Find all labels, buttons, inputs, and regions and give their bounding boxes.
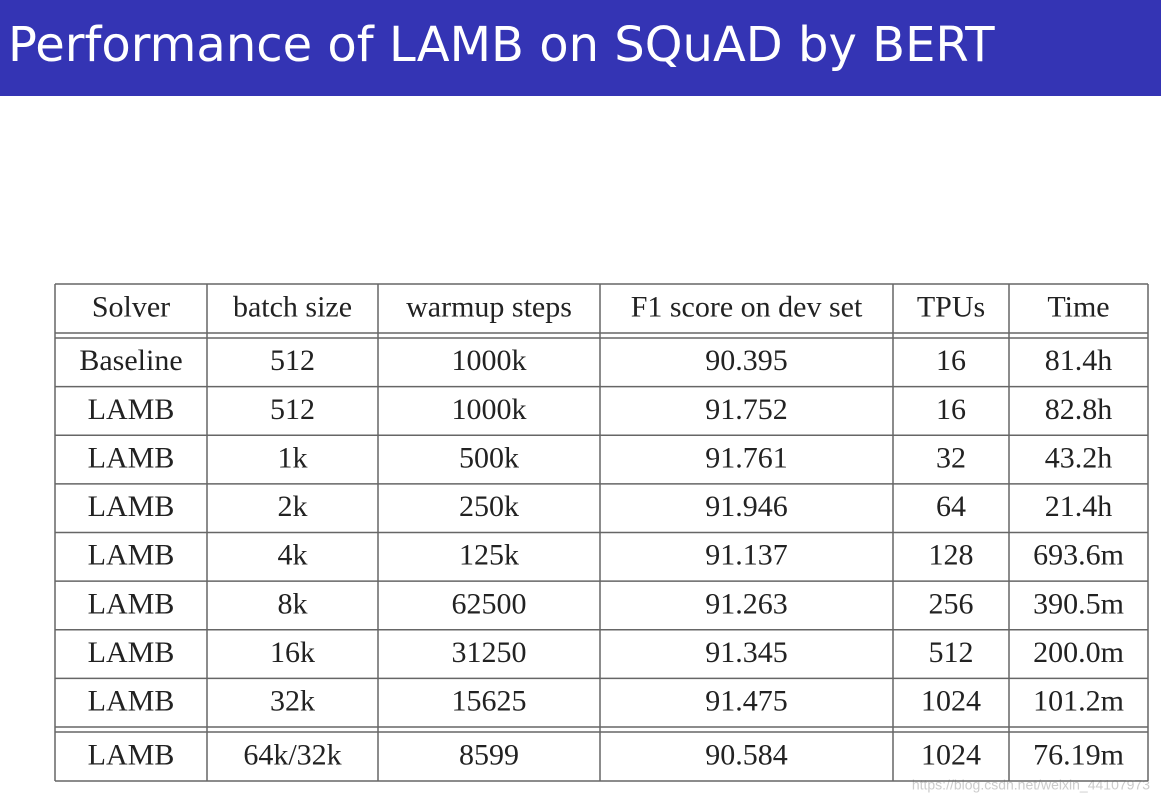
table-cell: 693.6m (1033, 539, 1124, 572)
table-cell: LAMB (88, 393, 175, 426)
table-cell: 31250 (452, 636, 527, 669)
table-cell: 16 (936, 393, 966, 426)
table-cell: Baseline (79, 344, 182, 377)
table-cell: 81.4h (1045, 344, 1113, 377)
table-cell: 125k (459, 539, 519, 572)
table-cell: LAMB (88, 636, 175, 669)
table-cell: 1000k (452, 393, 527, 426)
column-header: Time (1047, 290, 1109, 323)
table-cell: 15625 (452, 685, 527, 718)
table-cell: 390.5m (1033, 587, 1124, 620)
table-cell: 1000k (452, 344, 527, 377)
table-cell: 1024 (921, 685, 981, 718)
table-cell: 8599 (459, 738, 519, 771)
table-cell: 101.2m (1033, 685, 1124, 718)
table-cell: 2k (278, 490, 308, 523)
table-cell: LAMB (88, 738, 175, 771)
table-cell: 91.263 (705, 587, 788, 620)
table-cell: 250k (459, 490, 519, 523)
table-cell: 4k (278, 539, 308, 572)
table-cell: 91.475 (705, 685, 788, 718)
column-header: warmup steps (406, 290, 572, 323)
table-cell: LAMB (88, 490, 175, 523)
table-cell: 76.19m (1033, 738, 1124, 771)
table-cell: 512 (929, 636, 974, 669)
table-cell: LAMB (88, 685, 175, 718)
table-cell: 256 (929, 587, 974, 620)
table-cell: 90.395 (705, 344, 788, 377)
column-header: batch size (233, 290, 352, 323)
table-cell: 91.761 (705, 441, 788, 474)
table-cell: 1k (278, 441, 308, 474)
table-cell: 64 (936, 490, 966, 523)
table-cell: 200.0m (1033, 636, 1124, 669)
table-cell: LAMB (88, 587, 175, 620)
title-bar (0, 0, 1161, 96)
table-cell: 32 (936, 441, 966, 474)
table-cell: 91.345 (705, 636, 788, 669)
table-cell: 64k/32k (243, 738, 341, 771)
slide-title: Performance of LAMB on SQuAD by BERT (8, 17, 995, 73)
table-cell: 43.2h (1045, 441, 1113, 474)
column-header: F1 score on dev set (631, 290, 863, 323)
table-cell: 90.584 (705, 738, 788, 771)
watermark: https://blog.csdn.net/weixin_44107973 (912, 777, 1150, 793)
table-cell: 512 (270, 344, 315, 377)
table-cell: 91.752 (705, 393, 788, 426)
table-cell: 16 (936, 344, 966, 377)
table-cell: LAMB (88, 441, 175, 474)
table-cell: 62500 (452, 587, 527, 620)
table-cell: 128 (929, 539, 974, 572)
column-header: TPUs (917, 290, 985, 323)
table-cell: 16k (270, 636, 315, 669)
table-cell: 32k (270, 685, 315, 718)
table-cell: 1024 (921, 738, 981, 771)
table-cell: 91.137 (705, 539, 788, 572)
column-header: Solver (92, 290, 170, 323)
table-cell: 82.8h (1045, 393, 1113, 426)
table-cell: LAMB (88, 539, 175, 572)
table-cell: 512 (270, 393, 315, 426)
table-cell: 21.4h (1045, 490, 1113, 523)
table-cell: 500k (459, 441, 519, 474)
table-cell: 91.946 (705, 490, 788, 523)
table-cell: 8k (278, 587, 308, 620)
